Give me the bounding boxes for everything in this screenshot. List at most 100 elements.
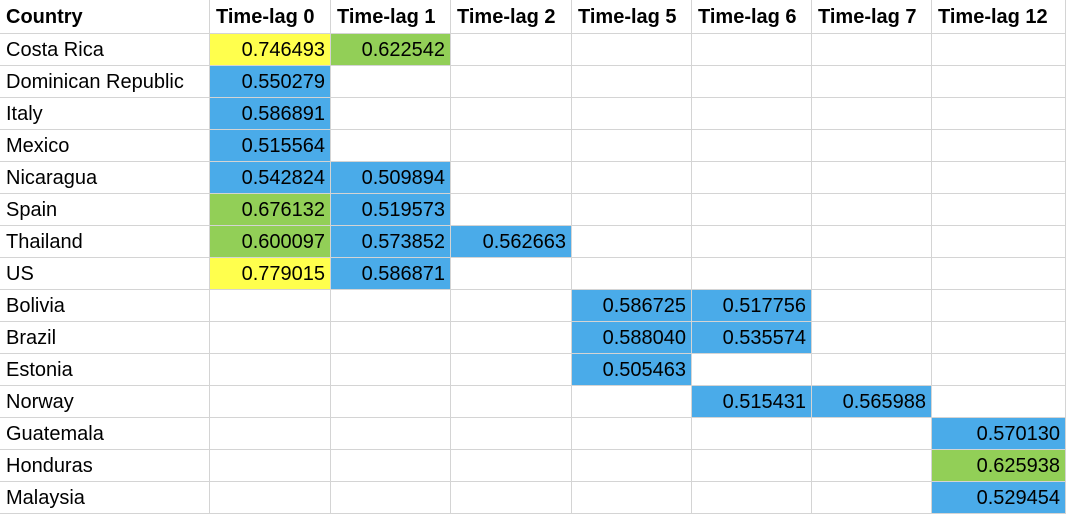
value-cell[interactable] <box>451 66 572 98</box>
value-cell[interactable] <box>692 66 812 98</box>
row-country-cell[interactable]: Guatemala <box>0 418 210 450</box>
value-cell[interactable] <box>692 34 812 66</box>
value-cell[interactable]: 0.535574 <box>692 322 812 354</box>
value-cell[interactable]: 0.529454 <box>932 482 1066 514</box>
value-cell[interactable] <box>932 226 1066 258</box>
value-cell[interactable] <box>210 418 331 450</box>
value-cell[interactable] <box>932 290 1066 322</box>
value-cell[interactable] <box>210 290 331 322</box>
value-cell[interactable] <box>331 482 451 514</box>
value-cell[interactable] <box>692 258 812 290</box>
value-cell[interactable]: 0.779015 <box>210 258 331 290</box>
value-cell[interactable]: 0.570130 <box>932 418 1066 450</box>
value-cell[interactable] <box>812 194 932 226</box>
value-cell[interactable] <box>692 130 812 162</box>
row-country-cell[interactable]: Spain <box>0 194 210 226</box>
value-cell[interactable]: 0.515431 <box>692 386 812 418</box>
value-cell[interactable] <box>812 450 932 482</box>
value-cell[interactable]: 0.625938 <box>932 450 1066 482</box>
value-cell[interactable] <box>932 130 1066 162</box>
value-cell[interactable] <box>451 98 572 130</box>
value-cell[interactable]: 0.565988 <box>812 386 932 418</box>
row-country-cell[interactable]: Estonia <box>0 354 210 386</box>
header-time-lag[interactable]: Time-lag 7 <box>812 0 932 34</box>
value-cell[interactable] <box>812 226 932 258</box>
value-cell[interactable]: 0.622542 <box>331 34 451 66</box>
value-cell[interactable] <box>451 450 572 482</box>
row-country-cell[interactable]: Thailand <box>0 226 210 258</box>
value-cell[interactable] <box>692 354 812 386</box>
value-cell[interactable]: 0.586891 <box>210 98 331 130</box>
value-cell[interactable] <box>692 98 812 130</box>
value-cell[interactable] <box>331 66 451 98</box>
value-cell[interactable]: 0.562663 <box>451 226 572 258</box>
value-cell[interactable] <box>812 290 932 322</box>
value-cell[interactable] <box>932 162 1066 194</box>
value-cell[interactable] <box>572 34 692 66</box>
value-cell[interactable] <box>451 130 572 162</box>
header-time-lag[interactable]: Time-lag 6 <box>692 0 812 34</box>
value-cell[interactable] <box>331 386 451 418</box>
value-cell[interactable] <box>331 322 451 354</box>
row-country-cell[interactable]: Dominican Republic <box>0 66 210 98</box>
value-cell[interactable] <box>692 418 812 450</box>
value-cell[interactable] <box>451 354 572 386</box>
row-country-cell[interactable]: Honduras <box>0 450 210 482</box>
value-cell[interactable] <box>572 194 692 226</box>
value-cell[interactable] <box>331 98 451 130</box>
value-cell[interactable] <box>812 66 932 98</box>
row-country-cell[interactable]: Nicaragua <box>0 162 210 194</box>
value-cell[interactable] <box>932 322 1066 354</box>
row-country-cell[interactable]: Bolivia <box>0 290 210 322</box>
value-cell[interactable] <box>572 418 692 450</box>
value-cell[interactable] <box>572 162 692 194</box>
value-cell[interactable]: 0.515564 <box>210 130 331 162</box>
value-cell[interactable] <box>451 322 572 354</box>
header-time-lag[interactable]: Time-lag 0 <box>210 0 331 34</box>
row-country-cell[interactable]: Mexico <box>0 130 210 162</box>
value-cell[interactable] <box>451 162 572 194</box>
value-cell[interactable] <box>932 98 1066 130</box>
value-cell[interactable] <box>572 258 692 290</box>
value-cell[interactable] <box>331 130 451 162</box>
value-cell[interactable]: 0.573852 <box>331 226 451 258</box>
header-time-lag[interactable]: Time-lag 2 <box>451 0 572 34</box>
row-country-cell[interactable]: Brazil <box>0 322 210 354</box>
value-cell[interactable] <box>812 98 932 130</box>
value-cell[interactable] <box>451 482 572 514</box>
value-cell[interactable]: 0.586725 <box>572 290 692 322</box>
value-cell[interactable] <box>932 66 1066 98</box>
header-time-lag[interactable]: Time-lag 5 <box>572 0 692 34</box>
value-cell[interactable] <box>932 354 1066 386</box>
value-cell[interactable] <box>451 386 572 418</box>
value-cell[interactable] <box>692 226 812 258</box>
value-cell[interactable]: 0.542824 <box>210 162 331 194</box>
value-cell[interactable] <box>572 450 692 482</box>
value-cell[interactable] <box>572 386 692 418</box>
row-country-cell[interactable]: Costa Rica <box>0 34 210 66</box>
value-cell[interactable] <box>210 450 331 482</box>
value-cell[interactable] <box>210 354 331 386</box>
value-cell[interactable] <box>812 34 932 66</box>
value-cell[interactable] <box>451 290 572 322</box>
header-country[interactable]: Country <box>0 0 210 34</box>
value-cell[interactable]: 0.517756 <box>692 290 812 322</box>
value-cell[interactable] <box>572 226 692 258</box>
value-cell[interactable] <box>812 130 932 162</box>
row-country-cell[interactable]: US <box>0 258 210 290</box>
value-cell[interactable] <box>210 386 331 418</box>
header-time-lag[interactable]: Time-lag 12 <box>932 0 1066 34</box>
row-country-cell[interactable]: Norway <box>0 386 210 418</box>
value-cell[interactable]: 0.586871 <box>331 258 451 290</box>
value-cell[interactable] <box>932 386 1066 418</box>
value-cell[interactable] <box>812 322 932 354</box>
value-cell[interactable] <box>692 194 812 226</box>
value-cell[interactable] <box>692 162 812 194</box>
value-cell[interactable] <box>451 258 572 290</box>
value-cell[interactable] <box>572 66 692 98</box>
value-cell[interactable] <box>932 34 1066 66</box>
value-cell[interactable] <box>812 162 932 194</box>
value-cell[interactable]: 0.746493 <box>210 34 331 66</box>
value-cell[interactable] <box>932 258 1066 290</box>
value-cell[interactable] <box>331 290 451 322</box>
